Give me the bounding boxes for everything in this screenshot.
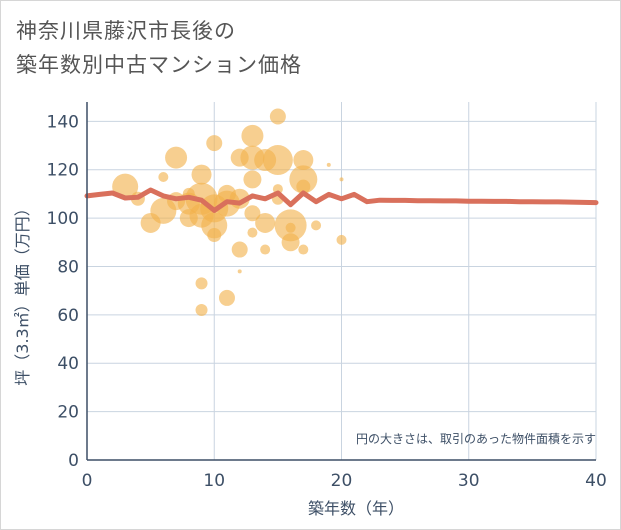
x-tick-label: 40 — [585, 471, 607, 491]
bubble-point — [311, 220, 322, 231]
bubble-point — [298, 244, 309, 255]
size-note: 円の大きさは、取引のあった物件面積を示す — [356, 431, 596, 446]
bubble-point — [289, 165, 318, 194]
bubble-point — [269, 108, 286, 125]
trend-line — [84, 187, 599, 213]
y-tick-label: 40 — [57, 354, 79, 374]
bubble-point — [326, 162, 331, 167]
bubble-point — [260, 244, 271, 255]
bubble-point — [339, 177, 344, 182]
bubble-point — [165, 146, 188, 169]
chart-title-line-2: 築年数別中古マンション価格 — [16, 53, 302, 77]
bubble-point — [158, 171, 169, 182]
bubble-point — [231, 241, 248, 258]
y-tick-label: 120 — [47, 161, 79, 181]
y-tick-label: 140 — [47, 112, 79, 132]
bubble-point — [218, 289, 235, 306]
x-tick-label: 20 — [331, 471, 353, 491]
x-tick-label: 10 — [203, 471, 225, 491]
bubble-point — [247, 227, 258, 238]
x-axis-label: 築年数（年） — [308, 499, 404, 518]
bubble-point — [336, 234, 347, 245]
bubble-point — [201, 212, 228, 239]
bubble-point — [206, 135, 223, 152]
bubble-series — [112, 108, 347, 317]
y-tick-label: 80 — [57, 257, 79, 277]
tick-labels: 0 20 40 60 80 100 120 140 0 10 20 30 40 — [47, 112, 607, 491]
bubble-point — [207, 228, 222, 243]
y-tick-label: 0 — [68, 451, 79, 471]
chart-title-line-1: 神奈川県藤沢市長後の — [16, 19, 236, 43]
bubble-point — [191, 164, 212, 185]
y-tick-label: 100 — [47, 209, 79, 229]
trend-line-layer — [84, 187, 599, 213]
chart-title: 神奈川県藤沢市長後の 築年数別中古マンション価格 — [16, 14, 302, 82]
axes — [86, 102, 596, 461]
bubble-point — [195, 304, 208, 317]
y-tick-label: 20 — [57, 403, 79, 423]
bubble-point — [195, 277, 208, 290]
bubble-point — [296, 179, 311, 194]
bubble-point — [243, 170, 262, 189]
bubble-point — [285, 222, 296, 233]
bubble-point — [293, 150, 314, 171]
y-tick-label: 60 — [57, 306, 79, 326]
x-tick-label: 30 — [458, 471, 480, 491]
bubble-point — [244, 205, 261, 222]
y-axis-label: 坪（3.3㎡）単価（万円） — [13, 200, 32, 385]
bubble-point — [237, 269, 242, 274]
bubble-point — [255, 212, 276, 233]
grid-lines — [87, 102, 597, 460]
bubble-point — [262, 145, 293, 176]
x-tick-label: 0 — [82, 471, 93, 491]
bubble-point — [281, 233, 300, 252]
bubble-point — [241, 124, 264, 147]
